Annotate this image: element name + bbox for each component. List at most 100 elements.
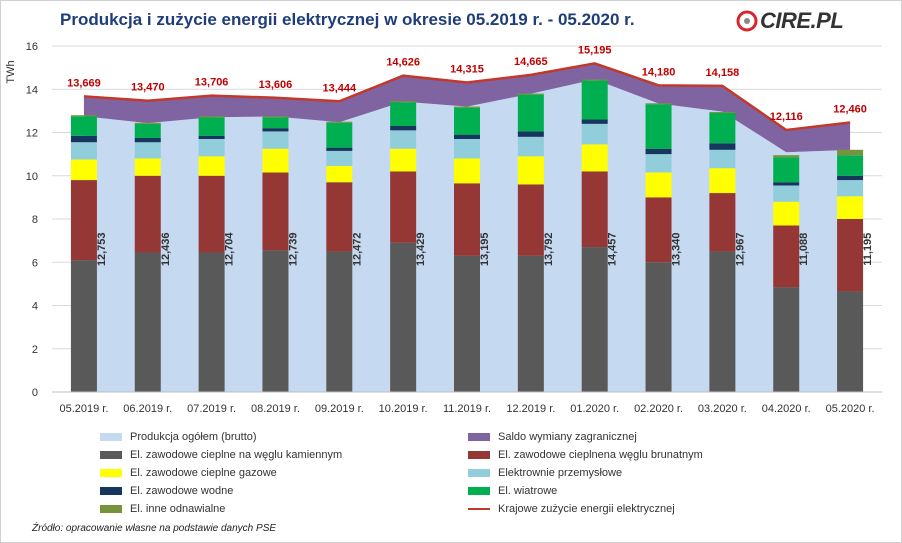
bar-segment bbox=[517, 255, 544, 392]
bar-segment bbox=[454, 255, 480, 392]
bar-segment bbox=[198, 116, 225, 118]
bar-segment bbox=[70, 116, 97, 136]
bar-segment bbox=[517, 156, 544, 185]
bar-segment bbox=[198, 138, 225, 157]
bar-segment bbox=[645, 262, 672, 392]
bar-segment bbox=[837, 291, 864, 392]
bar-segment bbox=[262, 116, 289, 118]
bar-segment bbox=[645, 103, 672, 105]
bar-segment bbox=[517, 93, 544, 95]
chart-title: Produkcja i zużycie energii elektrycznej… bbox=[60, 10, 635, 29]
x-tick-label: 11.2019 r. bbox=[443, 403, 491, 415]
x-tick-label: 01.2020 r. bbox=[570, 403, 619, 415]
consumption-value-label: 14,315 bbox=[450, 63, 484, 75]
bar-segment bbox=[454, 183, 480, 256]
bar-segment bbox=[198, 135, 225, 139]
bar-segment bbox=[326, 251, 353, 392]
bar-segment bbox=[198, 117, 225, 136]
bar-segment bbox=[390, 242, 417, 392]
bar-segment bbox=[773, 155, 800, 158]
legend-label: Elektrownie przemysłowe bbox=[498, 467, 623, 479]
legend-swatch bbox=[468, 508, 490, 510]
axes: 0 2 4 6 8 10 12 14 16 05.2019 r. 06.2019 r. 07.2019… bbox=[26, 41, 882, 415]
bar-segment bbox=[581, 123, 608, 145]
legend-swatch bbox=[100, 487, 122, 495]
bar-segment bbox=[645, 154, 672, 173]
x-tick-label: 06.2019 r. bbox=[123, 403, 172, 415]
bar-segment bbox=[326, 122, 353, 148]
legend-item: Krajowe zużycie energii elektrycznej bbox=[468, 502, 675, 516]
legend-item: Elektrownie przemysłowe bbox=[468, 466, 622, 480]
bar-segment bbox=[262, 148, 289, 173]
x-tick-label: 08.2019 r. bbox=[251, 403, 300, 415]
legend-item: El. zawodowe cieplnena węglu brunatnym bbox=[468, 448, 703, 462]
bar-segment bbox=[454, 106, 480, 108]
legend-item: El. wiatrowe bbox=[468, 484, 557, 498]
bar-segment bbox=[773, 185, 800, 202]
production-value-label: 12,967 bbox=[734, 232, 746, 266]
bar-segment bbox=[581, 171, 608, 248]
legend-item: El. zawodowe wodne bbox=[100, 484, 233, 498]
bar-segment bbox=[262, 117, 289, 129]
bar-segment bbox=[454, 138, 480, 159]
x-tick-label: 04.2020 r. bbox=[762, 403, 811, 415]
bar-segment bbox=[198, 156, 225, 176]
production-value-label: 13,340 bbox=[671, 232, 683, 266]
bar-segment bbox=[134, 137, 161, 143]
bar-segment bbox=[326, 121, 353, 123]
bar-segment bbox=[198, 175, 225, 253]
y-tick-label: 16 bbox=[26, 41, 38, 53]
logo: CIRE.PL bbox=[736, 6, 886, 36]
y-tick-label: 8 bbox=[32, 214, 38, 226]
bar-segment bbox=[581, 119, 608, 124]
bar-segment bbox=[262, 172, 289, 251]
bar-segment bbox=[709, 168, 736, 194]
bar-segment bbox=[581, 80, 608, 120]
y-tick-label: 12 bbox=[26, 128, 38, 140]
bar-segment bbox=[709, 113, 736, 144]
y-tick-label: 2 bbox=[32, 344, 38, 356]
bar-segment bbox=[517, 184, 544, 256]
y-tick-label: 6 bbox=[32, 257, 38, 269]
legend-swatch bbox=[100, 433, 122, 441]
bar-segment bbox=[517, 131, 544, 137]
x-tick-label: 09.2019 r. bbox=[315, 403, 364, 415]
bar-segment bbox=[581, 79, 608, 81]
bar-segment bbox=[837, 219, 864, 292]
bar-segment bbox=[70, 142, 97, 160]
legend-swatch bbox=[468, 469, 490, 477]
production-value-label: 13,195 bbox=[479, 232, 491, 266]
bar-segment bbox=[70, 260, 97, 392]
y-tick-label: 0 bbox=[32, 387, 38, 399]
production-value-label: 12,436 bbox=[160, 232, 172, 266]
bar-segment bbox=[773, 201, 800, 226]
bar-segment bbox=[198, 252, 225, 392]
bar-segment bbox=[709, 251, 736, 392]
x-tick-label: 05.2019 r. bbox=[59, 403, 108, 415]
bar-segment bbox=[390, 171, 417, 243]
legend-label: El. zawodowe cieplne na węglu kamiennym bbox=[130, 449, 343, 461]
bar-segment bbox=[773, 182, 800, 186]
legend-item: El. inne odnawialne bbox=[100, 502, 225, 516]
consumption-line-layer bbox=[83, 62, 851, 132]
consumption-value-label: 13,669 bbox=[67, 77, 101, 89]
production-value-label: 13,429 bbox=[415, 232, 427, 266]
bar-segment bbox=[645, 172, 672, 198]
y-tick-label: 14 bbox=[26, 84, 38, 96]
legend-label: El. zawodowe cieplne gazowe bbox=[130, 467, 277, 479]
bar-segment bbox=[454, 158, 480, 184]
consumption-value-label: 14,626 bbox=[386, 57, 420, 69]
bar-segment bbox=[581, 144, 608, 172]
consumption-value-label: 13,470 bbox=[131, 82, 165, 94]
bar-segment bbox=[70, 180, 97, 261]
bar-segment bbox=[262, 128, 289, 132]
bar-segment bbox=[645, 104, 672, 149]
bar-segment bbox=[773, 287, 800, 392]
bar-segment bbox=[390, 101, 417, 103]
bar-segment bbox=[773, 225, 800, 288]
bar-segment bbox=[326, 147, 353, 151]
production-value-label: 13,792 bbox=[543, 232, 555, 266]
legend-item: El. zawodowe cieplne gazowe bbox=[100, 466, 277, 480]
x-tick-label: 02.2020 r. bbox=[634, 403, 683, 415]
bar-segment bbox=[134, 158, 161, 176]
